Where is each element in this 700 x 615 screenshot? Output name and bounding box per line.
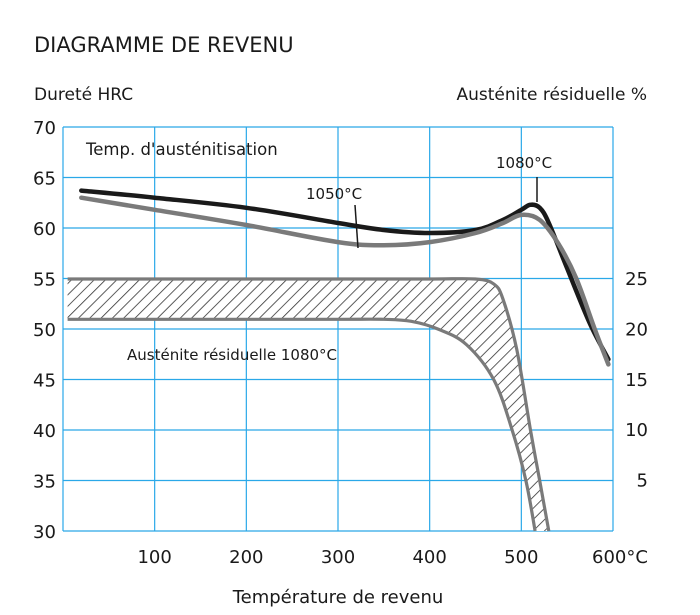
y-tick-label-left: 55 [33, 270, 56, 291]
series-lines [79, 177, 611, 367]
band-boundary-line [67, 277, 551, 532]
y-tick-label-left: 35 [33, 472, 56, 493]
x-tick-label: 400 [412, 547, 446, 568]
x-tick-label: 300 [321, 547, 355, 568]
y-tick-label-right: 10 [625, 420, 648, 441]
line-1050 [79, 195, 611, 367]
label-1050: 1050°C [306, 185, 362, 203]
band-boundary-line [67, 317, 537, 532]
y-tick-label-left: 40 [33, 421, 56, 442]
x-tick-label: 600°C [592, 547, 648, 568]
legend-title: Temp. d'austénitisation [85, 140, 278, 159]
y-tick-label-left: 50 [33, 320, 56, 341]
tick-labels: 70 65 60 55 50 45 40 35 30 25 20 15 10 5 100 200 300 400 5… [33, 118, 648, 568]
y-tick-label-left: 70 [33, 118, 56, 139]
retained-austenite-band [67, 277, 551, 532]
x-tick-label: 500 [504, 547, 538, 568]
y-tick-label-right: 5 [637, 471, 648, 492]
gridlines [62, 126, 614, 532]
y-tick-label-left: 65 [33, 169, 56, 190]
leader-1050 [354, 204, 359, 249]
y-tick-label-right: 15 [625, 370, 648, 391]
band-fill [67, 278, 549, 531]
chart-title: DIAGRAMME DE REVENU [34, 33, 294, 57]
y-tick-label-left: 30 [33, 522, 56, 543]
x-tick-label: 200 [229, 547, 263, 568]
y-tick-label-right: 20 [625, 319, 648, 340]
y-tick-label-left: 60 [33, 219, 56, 240]
right-axis-label: Austénite résiduelle % [456, 85, 647, 105]
x-axis-label: Température de revenu [232, 587, 444, 608]
left-axis-label: Dureté HRC [34, 85, 133, 105]
band-label: Austénite résiduelle 1080°C [127, 346, 337, 364]
x-tick-label: 100 [137, 547, 171, 568]
label-1080: 1080°C [496, 154, 552, 172]
y-tick-label-left: 45 [33, 371, 56, 392]
y-tick-label-right: 25 [625, 269, 648, 290]
